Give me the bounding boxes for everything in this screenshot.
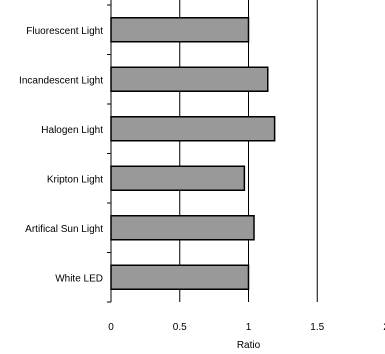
category-label: White LED — [55, 273, 103, 284]
bar — [110, 66, 269, 92]
gridlines — [179, 0, 318, 302]
bar — [110, 17, 250, 43]
bar — [110, 264, 250, 290]
x-tick-label: 1.5 — [310, 322, 324, 333]
x-tick-label: 0 — [108, 322, 114, 333]
bar — [110, 215, 255, 241]
category-label: Incandescent Light — [19, 75, 103, 86]
category-label: Halogen Light — [41, 125, 103, 136]
x-tick-labels: 0 0.5 1 1.5 2 — [108, 322, 385, 333]
category-label: Fluorescent Light — [26, 26, 103, 37]
x-tick-label: 1 — [246, 322, 252, 333]
x-tick-label: 2 — [383, 322, 385, 333]
x-tick-label: 0.5 — [173, 322, 187, 333]
category-label: Artifical Sun Light — [25, 224, 103, 235]
bars — [110, 17, 276, 290]
axes — [107, 0, 112, 303]
category-label: Kripton Light — [47, 174, 103, 185]
bar — [110, 116, 276, 142]
bar — [110, 165, 246, 191]
category-labels: Fluorescent Light Incandescent Light Halog… — [19, 26, 103, 285]
x-axis-title: Ratio — [237, 340, 261, 351]
